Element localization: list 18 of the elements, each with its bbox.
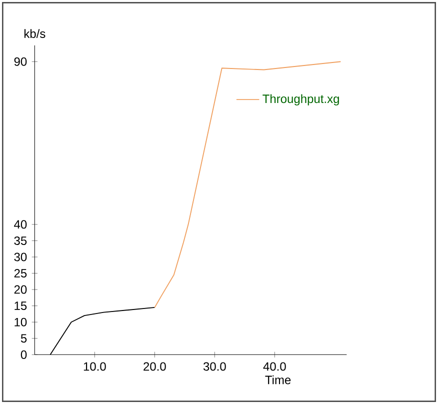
- y-tick-label: 0: [20, 350, 27, 359]
- x-tick-label: 10.0: [84, 362, 106, 371]
- x-tick-label: 30.0: [203, 362, 226, 371]
- y-tick-label: 20: [14, 285, 27, 294]
- y-tick-label: 5: [20, 334, 27, 343]
- x-tick-label: 20.0: [144, 362, 166, 371]
- y-tick-label: 40: [14, 220, 27, 229]
- line-series: [154, 61, 342, 308]
- y-tick-label: 90: [14, 57, 27, 66]
- y-tick-label: 35: [14, 236, 27, 245]
- y-tick-label: 25: [14, 269, 27, 278]
- y-tick-label: 15: [14, 302, 27, 310]
- y-tick-label: 30: [14, 252, 27, 262]
- x-axis-title: Time: [265, 375, 291, 384]
- y-tick-label: 10: [14, 318, 27, 326]
- legend-label: Throughput.xg: [262, 94, 339, 106]
- y-axis-title: kb/s: [24, 29, 46, 38]
- x-tick-label: 40.0: [263, 362, 286, 371]
